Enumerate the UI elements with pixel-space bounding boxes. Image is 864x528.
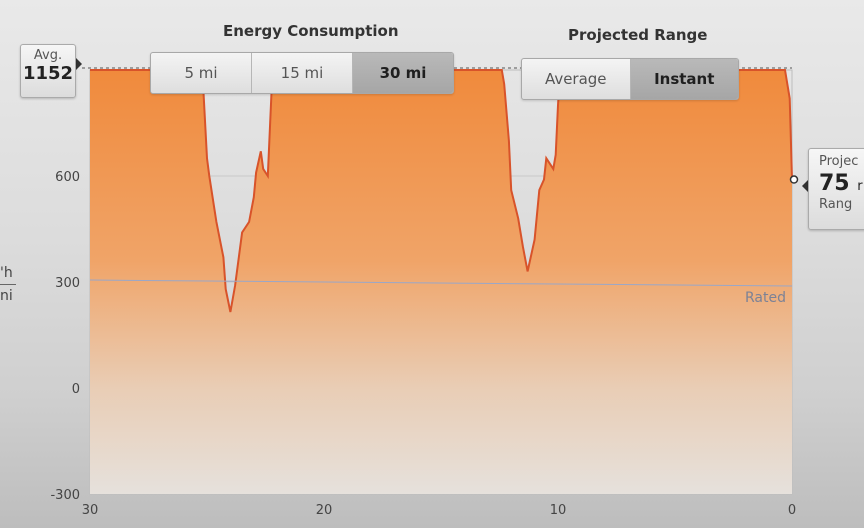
tab-instant[interactable]: Instant [629, 59, 738, 99]
projected-value: 75 [819, 171, 850, 196]
unit-fragment-top: 'h [0, 265, 13, 281]
x-tick-label: 30 [82, 503, 99, 518]
x-tick-label: 10 [550, 503, 567, 518]
tab-15-mi[interactable]: 15 mi [251, 53, 352, 93]
y-axis-unit: 'h ni [0, 262, 16, 307]
projected-sublabel: Rang [819, 197, 853, 212]
x-tick-label: 20 [316, 503, 333, 518]
y-tick-label: -300 [50, 488, 80, 503]
tab-average[interactable]: Average [544, 70, 607, 88]
projected-pointer-icon [802, 180, 808, 192]
average-badge: Avg. 1152 [20, 44, 76, 98]
x-tick-label: 0 [788, 503, 796, 518]
y-tick-label: 300 [55, 276, 80, 291]
tab-30-mi[interactable]: 30 mi [352, 53, 453, 93]
projected-range-badge: Projec 75 r Rang [808, 148, 864, 230]
projected-label: Projec [819, 154, 859, 169]
average-value: 1152 [22, 63, 74, 84]
distance-selector: 5 mi 15 mi 30 mi [150, 52, 454, 94]
avg-pointer-icon [76, 58, 82, 70]
projected-range-title: Projected Range [568, 26, 708, 44]
tab-5-mi[interactable]: 5 mi [184, 64, 218, 82]
rated-line [89, 279, 793, 287]
energy-consumption-title: Energy Consumption [223, 22, 399, 40]
y-tick-label: 600 [55, 170, 80, 185]
y-tick-label: 0 [72, 382, 80, 397]
range-mode-selector: Average Instant [521, 58, 739, 100]
unit-fragment-bottom: ni [0, 284, 16, 307]
consumption-area [90, 70, 792, 494]
average-label: Avg. [33, 48, 63, 63]
projected-unit: r [857, 179, 863, 194]
current-point-marker [789, 175, 799, 184]
rated-label: Rated [745, 290, 786, 306]
